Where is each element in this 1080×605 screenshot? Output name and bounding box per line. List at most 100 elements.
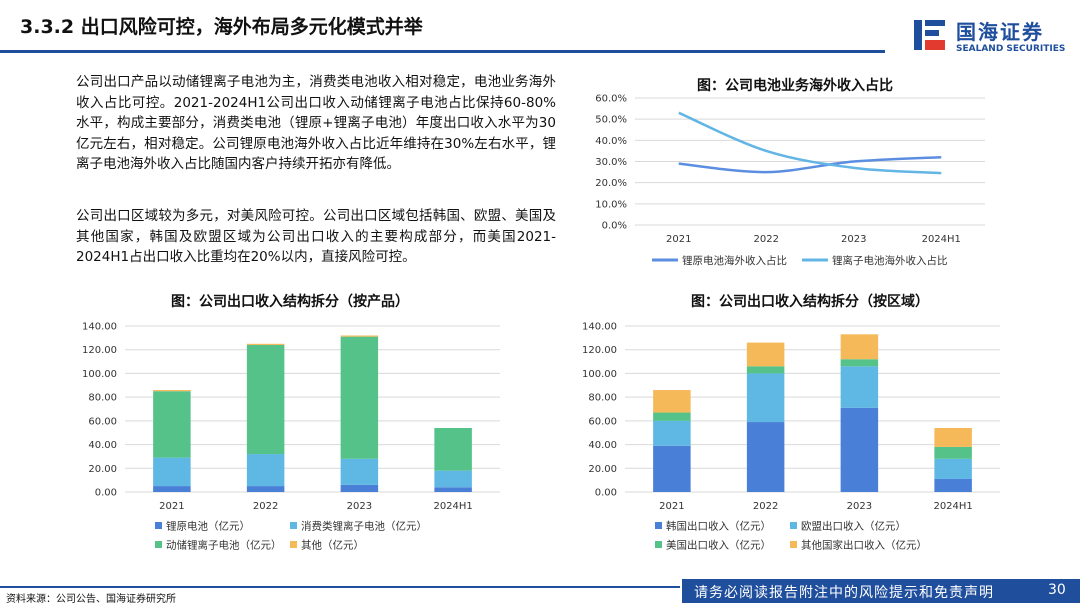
x-tick-label: 2021 bbox=[159, 501, 184, 512]
bar-segment bbox=[434, 427, 472, 471]
y-tick-label: 20.00 bbox=[588, 464, 617, 475]
y-tick-label: 50.0% bbox=[595, 115, 627, 126]
company-logo: 国海证券 SEALAND SECURITIES bbox=[912, 14, 1072, 56]
legend-swatch bbox=[155, 522, 162, 529]
y-tick-label: 30.0% bbox=[595, 157, 627, 168]
paragraph-region: 公司出口区域较为多元，对美风险可控。公司出口区域包括韩国、欧盟、美国及其他国家，… bbox=[76, 208, 556, 265]
x-tick-label: 2022 bbox=[753, 501, 778, 512]
legend-label: 锂原电池（亿元） bbox=[166, 520, 250, 533]
bar-segment bbox=[840, 334, 879, 360]
bar-segment bbox=[653, 412, 691, 421]
bar-segment bbox=[340, 336, 379, 459]
x-tick-label: 2023 bbox=[847, 501, 872, 512]
bar-segment bbox=[246, 344, 285, 455]
x-tick-label: 2022 bbox=[754, 234, 779, 245]
bar-segment bbox=[246, 454, 285, 487]
bar-segment bbox=[840, 407, 879, 492]
legend-swatch bbox=[790, 522, 797, 529]
y-tick-label: 20.00 bbox=[88, 464, 117, 475]
overseas-share-line-chart: 0.0% 10.0% 20.0% 30.0% 40.0% 50.0% 60.0% 2021 20… bbox=[595, 94, 985, 267]
y-tick-label: 80.00 bbox=[588, 393, 617, 404]
footer-band bbox=[682, 579, 1080, 603]
y-tick-label: 120.00 bbox=[82, 345, 117, 356]
page-number: 30 bbox=[1048, 582, 1066, 598]
bar-segment bbox=[934, 427, 972, 447]
logo-text-cn: 国海证券 bbox=[956, 20, 1044, 44]
page-title: 3.3.2 出口风险可控，海外布局多元化模式并举 bbox=[20, 16, 423, 38]
y-tick-label: 80.00 bbox=[88, 393, 117, 404]
chart-title-by-product: 图：公司出口收入结构拆分（按产品） bbox=[171, 294, 409, 310]
bar-segment bbox=[653, 445, 691, 492]
x-tick-label: 2023 bbox=[841, 234, 866, 245]
y-tick-label: 140.00 bbox=[82, 322, 117, 333]
export-by-region-bar-chart: 0.00 20.00 40.00 60.00 80.00 100.00 120.00 140.… bbox=[582, 322, 1000, 552]
legend-swatch bbox=[790, 541, 797, 548]
title-divider bbox=[0, 50, 885, 53]
footer-rule bbox=[0, 586, 680, 588]
bar-segment bbox=[746, 373, 785, 423]
bar-segment bbox=[153, 391, 191, 458]
y-tick-label: 60.00 bbox=[88, 416, 117, 427]
x-tick-label: 2024H1 bbox=[922, 234, 961, 245]
y-tick-label: 0.00 bbox=[595, 488, 617, 499]
y-tick-label: 20.0% bbox=[595, 178, 627, 189]
y-tick-label: 140.00 bbox=[582, 322, 617, 333]
legend-swatch bbox=[155, 541, 162, 548]
source-note: 资料来源：公司公告、国海证券研究所 bbox=[6, 594, 176, 605]
y-tick-label: 40.00 bbox=[588, 440, 617, 451]
x-tick-label: 2022 bbox=[253, 501, 278, 512]
bar-segment bbox=[434, 487, 472, 492]
export-by-product-bar-chart: 0.00 20.00 40.00 60.00 80.00 100.00 120.00 140.… bbox=[82, 322, 500, 552]
legend-label: 动储锂离子电池（亿元） bbox=[166, 539, 282, 552]
y-tick-label: 40.0% bbox=[595, 136, 627, 147]
legend-label: 欧盟出口收入（亿元） bbox=[801, 520, 906, 533]
bar-segment bbox=[934, 458, 972, 479]
bar-segment bbox=[653, 390, 691, 413]
legend-swatch bbox=[290, 522, 297, 529]
bar-segment bbox=[746, 342, 785, 367]
bar-segment bbox=[153, 457, 191, 487]
logo-text-en: SEALAND SECURITIES bbox=[956, 44, 1066, 54]
series-line bbox=[678, 111, 942, 175]
bar-segment bbox=[840, 359, 879, 367]
page-footer: 资料来源：公司公告、国海证券研究所 请务必阅读报告附注中的风险提示和免责声明 3… bbox=[0, 579, 1080, 605]
bar-segment bbox=[153, 486, 191, 492]
bar-segment bbox=[246, 486, 285, 492]
chart-title-by-region: 图：公司出口收入结构拆分（按区域） bbox=[691, 294, 929, 310]
legend-label: 锂离子电池海外收入占比 bbox=[832, 254, 948, 267]
bar-segment bbox=[840, 366, 879, 408]
bar-segment bbox=[746, 366, 785, 374]
legend-label: 锂原电池海外收入占比 bbox=[682, 254, 787, 267]
y-tick-label: 0.00 bbox=[95, 488, 117, 499]
y-tick-label: 40.00 bbox=[88, 440, 117, 451]
legend-label: 韩国出口收入（亿元） bbox=[666, 520, 771, 533]
x-tick-label: 2021 bbox=[659, 501, 684, 512]
bar-segment bbox=[934, 478, 972, 492]
y-tick-label: 100.00 bbox=[582, 369, 617, 380]
bar-segment bbox=[246, 343, 285, 345]
bar-segment bbox=[746, 422, 785, 492]
paragraph-product: 公司出口产品以动储锂离子电池为主，消费类电池收入相对稳定，电池业务海外收入占比可… bbox=[76, 74, 556, 172]
bar-segment bbox=[340, 458, 379, 485]
x-tick-label: 2024H1 bbox=[933, 501, 972, 512]
legend-swatch bbox=[655, 522, 662, 529]
sealand-logo-icon bbox=[914, 20, 945, 50]
bar-segment bbox=[340, 484, 379, 492]
bar-segment bbox=[434, 470, 472, 488]
legend-label: 美国出口收入（亿元） bbox=[666, 539, 771, 552]
y-tick-label: 0.0% bbox=[602, 221, 627, 232]
y-tick-label: 60.00 bbox=[588, 416, 617, 427]
legend-label: 其他（亿元） bbox=[301, 539, 364, 552]
x-tick-label: 2021 bbox=[666, 234, 691, 245]
bar-segment bbox=[934, 446, 972, 459]
legend-label: 其他国家出口收入（亿元） bbox=[801, 539, 927, 552]
series-line bbox=[678, 156, 942, 174]
x-tick-label: 2024H1 bbox=[433, 501, 472, 512]
legend-swatch bbox=[655, 541, 662, 548]
bar-segment bbox=[653, 420, 691, 446]
y-tick-label: 120.00 bbox=[582, 345, 617, 356]
bar-segment bbox=[153, 390, 191, 392]
disclaimer-notice: 请务必阅读报告附注中的风险提示和免责声明 bbox=[694, 585, 994, 601]
y-tick-label: 100.00 bbox=[82, 369, 117, 380]
bar-segment bbox=[340, 335, 379, 337]
